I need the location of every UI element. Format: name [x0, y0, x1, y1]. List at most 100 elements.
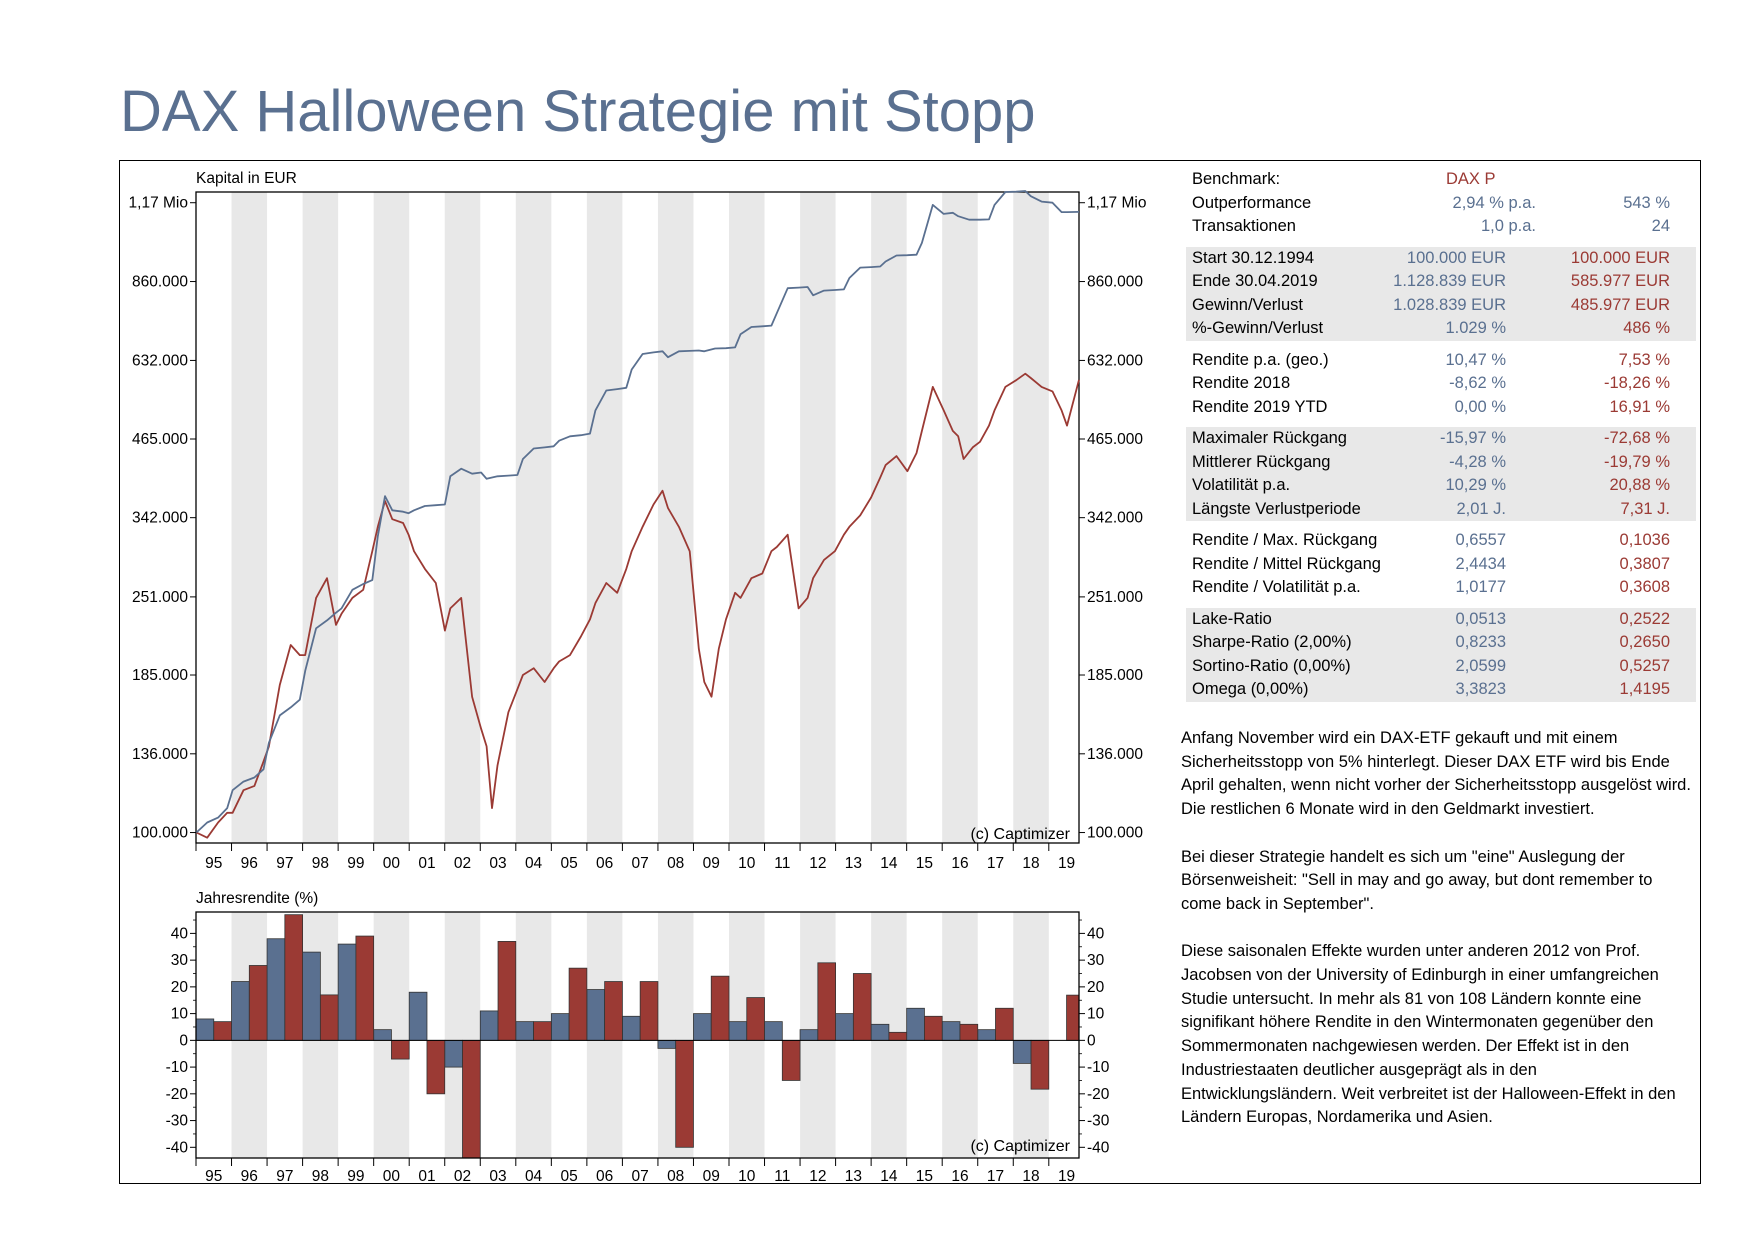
- x-tick-label: 98: [312, 855, 329, 872]
- stats-strategy-value: 100.000 EUR: [1406, 248, 1506, 267]
- benchmark-bar: [533, 1021, 552, 1041]
- benchmark-bar: [248, 965, 268, 1041]
- x-tick-label: 95: [205, 1168, 222, 1185]
- benchmark-bar: [888, 1031, 908, 1041]
- y-tick-label: 100.000: [132, 825, 188, 842]
- stats-benchmark-value: 485.977 EUR: [1570, 295, 1670, 314]
- stats-row: Rendite p.a. (geo.) 10,47 % 7,53 %: [1186, 349, 1696, 373]
- x-tick-label: 04: [525, 855, 543, 872]
- y-tick-label: -10: [166, 1059, 189, 1076]
- stats-strategy-value: 1.128.839 EUR: [1393, 272, 1506, 290]
- stats-benchmark-value: 0,5257: [1619, 656, 1670, 675]
- stats-benchmark-value: 16,91 %: [1609, 397, 1670, 416]
- x-tick-label: 12: [809, 855, 826, 872]
- y-tick-label: 632.000: [132, 352, 188, 369]
- bar-copyright: (c) Captimizer: [970, 1138, 1070, 1155]
- strategy-bar: [693, 1013, 712, 1041]
- equity-copyright: (c) Captimizer: [970, 826, 1070, 843]
- y-tick-label: 0: [179, 1032, 188, 1049]
- x-tick-label: 00: [383, 855, 401, 872]
- plot-border: [195, 911, 1080, 1159]
- y-tick-label: 100.000: [1087, 825, 1143, 842]
- benchmark-bar: [639, 981, 659, 1041]
- stats-label: Gewinn/Verlust: [1192, 295, 1303, 314]
- x-tick-label: 95: [205, 855, 222, 872]
- x-tick-label: 03: [489, 1168, 506, 1185]
- stats-label: Volatilität p.a.: [1192, 476, 1291, 494]
- x-tick-label: 18: [1022, 855, 1039, 872]
- x-tick-label: 04: [525, 1168, 543, 1185]
- stats-row: Sortino-Ratio (0,00%) 2,0599 0,5257: [1186, 654, 1696, 678]
- year-band: [302, 192, 339, 843]
- y-tick-label: -40: [1087, 1139, 1110, 1156]
- stats-benchmark-value: DAX P: [1446, 170, 1496, 188]
- y-tick-label: 10: [1087, 1006, 1105, 1023]
- y-tick-label: 136.000: [132, 746, 188, 763]
- strategy-bar: [977, 1029, 996, 1041]
- x-tick-label: 19: [1058, 855, 1075, 872]
- stats-label: Rendite 2019 YTD: [1192, 397, 1328, 416]
- stats-benchmark-value: -72,68 %: [1603, 429, 1670, 447]
- x-tick-label: 98: [312, 1168, 329, 1185]
- stats-row: Outperformance 2,94 % p.a. 543 %: [1186, 192, 1696, 216]
- x-tick-label: 06: [596, 855, 613, 872]
- y-tick-label: -20: [166, 1086, 189, 1103]
- strategy-bar: [941, 1021, 961, 1041]
- stats-label: Omega (0,00%): [1192, 680, 1309, 698]
- benchmark-bar: [924, 1015, 943, 1041]
- x-tick-label: 12: [809, 1168, 826, 1185]
- x-tick-label: 96: [241, 1168, 258, 1185]
- strategy-bar: [586, 989, 606, 1041]
- benchmark-bar: [817, 962, 836, 1041]
- stats-row: Rendite 2019 YTD 0,00 % 16,91 %: [1186, 396, 1696, 420]
- benchmark-bar: [604, 981, 623, 1041]
- benchmark-bar: [852, 973, 872, 1041]
- strategy-line: [195, 190, 1080, 834]
- x-tick-label: 99: [347, 855, 364, 872]
- stats-benchmark-value: 7,53 %: [1618, 350, 1670, 369]
- stats-benchmark-value: 0,2650: [1619, 633, 1670, 651]
- stats-label: Längste Verlustperiode: [1192, 499, 1361, 518]
- x-tick-label: 11: [774, 855, 790, 872]
- stats-row: Maximaler Rückgang -15,97 % -72,68 %: [1186, 427, 1696, 451]
- stats-strategy-value: 10,29 %: [1445, 476, 1506, 494]
- stats-benchmark-value: 543 %: [1623, 193, 1670, 212]
- y-tick-label: 10: [171, 1006, 189, 1023]
- y-tick-label: 342.000: [132, 510, 188, 527]
- strategy-bar: [515, 1021, 534, 1041]
- year-band: [586, 192, 623, 843]
- year-band: [942, 192, 978, 843]
- benchmark-bar: [675, 1039, 694, 1148]
- stats-row: Rendite / Volatilität p.a. 1,0177 0,3608: [1186, 576, 1696, 600]
- strategy-bar: [266, 938, 286, 1041]
- y-tick-label: 136.000: [1087, 746, 1143, 763]
- stats-benchmark-value: 7,31 J.: [1620, 499, 1670, 518]
- stats-strategy-value: 2,94 % p.a.: [1452, 193, 1536, 212]
- stats-row: Rendite / Max. Rückgang 0,6557 0,1036: [1186, 529, 1696, 553]
- benchmark-bar: [995, 1007, 1014, 1041]
- y-tick-label: 185.000: [1087, 667, 1143, 684]
- x-tick-label: 06: [596, 1168, 613, 1185]
- strategy-bar: [621, 1015, 641, 1041]
- stats-label: Mittlerer Rückgang: [1192, 452, 1331, 471]
- y-tick-label: 251.000: [1087, 589, 1143, 606]
- stats-strategy-value: 3,3823: [1455, 680, 1506, 698]
- year-band: [515, 192, 552, 843]
- stats-strategy-value: 0,00 %: [1454, 397, 1506, 416]
- benchmark-bar: [746, 997, 765, 1041]
- y-tick-label: -20: [1087, 1086, 1110, 1103]
- y-tick-label: 342.000: [1087, 510, 1143, 527]
- stats-strategy-value: 1.028.839 EUR: [1393, 295, 1506, 314]
- y-tick-label: 1,17 Mio: [129, 195, 188, 212]
- stats-benchmark-value: 0,3807: [1619, 554, 1670, 573]
- strategy-bar: [337, 943, 357, 1041]
- stats-strategy-value: 0,8233: [1455, 633, 1506, 651]
- x-tick-label: 13: [845, 1168, 862, 1185]
- benchmark-bar: [568, 967, 588, 1041]
- x-tick-label: 01: [418, 855, 435, 872]
- y-tick-label: 465.000: [1087, 431, 1143, 448]
- stats-label: Lake-Ratio: [1192, 609, 1272, 628]
- stats-label: Transaktionen: [1192, 217, 1296, 235]
- strategy-bar: [373, 1029, 392, 1041]
- y-tick-label: 20: [171, 979, 189, 996]
